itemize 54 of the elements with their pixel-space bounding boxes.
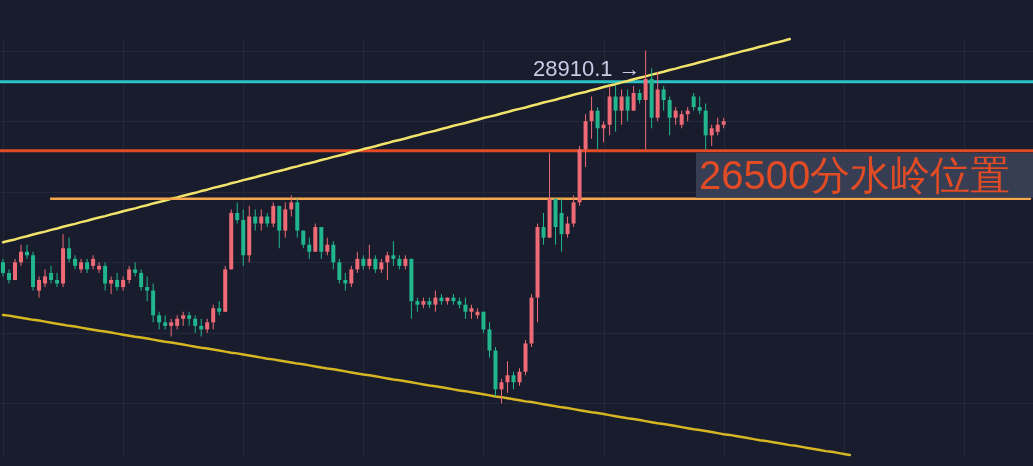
candlestick	[619, 88, 624, 126]
candlestick	[385, 251, 390, 281]
candlestick	[145, 275, 150, 302]
candlestick	[235, 201, 240, 225]
candlestick	[667, 96, 672, 136]
candlestick	[505, 360, 510, 394]
candlestick	[121, 275, 126, 292]
candlestick	[211, 304, 216, 330]
candlestick	[49, 265, 54, 285]
candlestick	[43, 268, 48, 288]
candlestick	[487, 321, 492, 359]
candlestick	[73, 254, 78, 270]
candlestick	[271, 201, 276, 228]
candlestick	[55, 272, 60, 288]
candlestick	[253, 208, 258, 232]
candlestick	[7, 268, 12, 285]
candlestick	[91, 254, 96, 270]
candlestick	[661, 85, 666, 112]
candlestick	[19, 244, 24, 267]
candlestick	[283, 201, 288, 239]
candlestick	[559, 198, 564, 253]
candlestick	[337, 258, 342, 285]
candlestick	[115, 272, 120, 292]
candlestick	[103, 261, 108, 292]
candlestick	[109, 275, 114, 295]
candlestick	[595, 106, 600, 150]
candlestick	[307, 237, 312, 260]
candlestick	[463, 297, 468, 320]
candlestick	[589, 96, 594, 140]
candlestick	[349, 265, 354, 288]
candlestick	[625, 88, 630, 122]
candlestick	[139, 268, 144, 292]
candlestick	[565, 215, 570, 239]
candlestick	[13, 258, 18, 281]
candlestick	[259, 208, 264, 232]
candlestick	[133, 261, 138, 277]
candlestick	[391, 240, 396, 267]
candlestick	[289, 194, 294, 217]
candlestick	[613, 85, 618, 133]
candlestick	[433, 290, 438, 313]
candlestick	[355, 251, 360, 274]
candlestick	[643, 50, 648, 150]
candlestick	[499, 378, 504, 404]
candlestick	[331, 240, 336, 270]
candlestick	[37, 275, 42, 299]
candlestick	[541, 212, 546, 246]
candlestick	[85, 258, 90, 274]
annotation: 28910.1 →	[532, 55, 641, 81]
candlestick	[67, 237, 72, 263]
candlestick	[367, 244, 372, 270]
candlestick	[571, 194, 576, 228]
candlestick	[709, 124, 714, 147]
candlestick	[631, 85, 636, 112]
candlestick	[79, 258, 84, 274]
